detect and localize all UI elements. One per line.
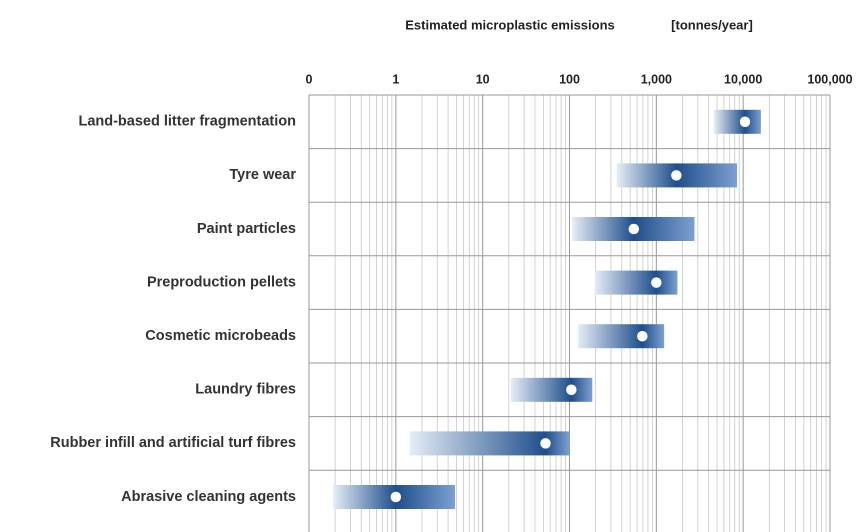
estimate-point <box>670 169 683 182</box>
x-tick-label: 10,000 <box>724 72 762 86</box>
row-label: Cosmetic microbeads <box>145 328 296 344</box>
x-tick-label: 10 <box>476 72 490 86</box>
row-label: Preproduction pellets <box>147 274 296 290</box>
estimate-point <box>390 491 402 503</box>
row-label: Abrasive cleaning agents <box>121 489 296 505</box>
row-label: Paint particles <box>197 221 296 237</box>
estimate-point <box>628 223 640 235</box>
estimate-point <box>650 276 663 289</box>
x-tick-label: 1 <box>392 72 399 86</box>
range-bar <box>510 377 593 402</box>
range-bar <box>577 324 665 349</box>
x-tick-label: 100 <box>559 72 580 86</box>
range-bar <box>713 109 761 134</box>
estimate-point <box>565 384 578 396</box>
row-label: Tyre wear <box>229 167 296 183</box>
row-label: Land-based litter fragmentation <box>78 114 296 130</box>
x-tick-label: 100,000 <box>807 72 852 86</box>
estimate-point <box>636 330 649 342</box>
chart-title: Estimated microplastic emissions <box>405 17 615 32</box>
range-bar <box>594 270 678 295</box>
x-tick-label: 0 <box>306 72 313 86</box>
estimate-point <box>739 116 751 128</box>
x-tick-label: 1,000 <box>641 72 672 86</box>
row-label: Laundry fibres <box>195 382 296 398</box>
estimate-point <box>539 437 552 450</box>
unit-label: [tonnes/year] <box>671 17 753 32</box>
row-label: Rubber infill and artificial turf fibres <box>50 435 296 451</box>
